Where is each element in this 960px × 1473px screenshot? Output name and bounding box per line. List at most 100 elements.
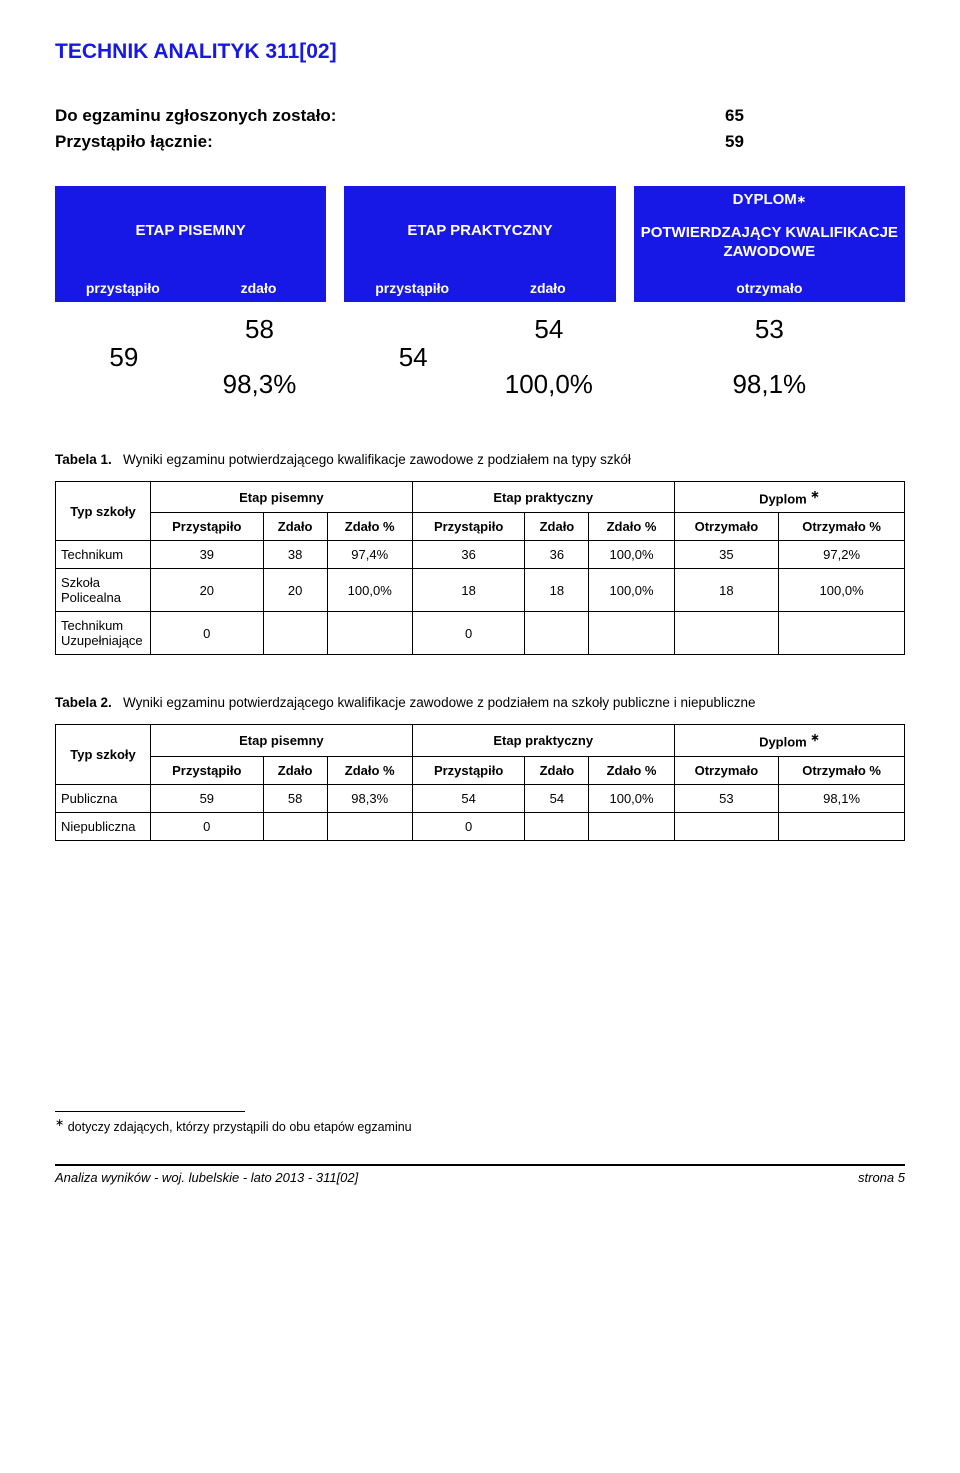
table2-r1c6 — [674, 812, 779, 840]
table1-r2c5 — [589, 612, 674, 655]
summary-sub-otrzymalo: otrzymało — [634, 274, 905, 302]
table2-sh-4: Zdało — [525, 756, 589, 784]
table2-th-typ: Typ szkoły — [56, 725, 151, 784]
table1-sh-3: Przystąpiło — [412, 513, 525, 541]
summary-col2-top: 54 — [482, 304, 616, 355]
table1-r1c1: 20 — [263, 569, 327, 612]
table2-r1c7 — [779, 812, 905, 840]
table-row: Technikum 39 38 97,4% 36 36 100,0% 35 97… — [56, 541, 905, 569]
table1-r2c3: 0 — [412, 612, 525, 655]
footer-right: strona 5 — [858, 1170, 905, 1185]
table-row: Publiczna 59 58 98,3% 54 54 100,0% 53 98… — [56, 784, 905, 812]
table2-r0c0: 59 — [151, 784, 264, 812]
table2-r0c7: 98,1% — [779, 784, 905, 812]
intro-value-1: 65 — [725, 106, 905, 126]
table1-r2-label: Technikum Uzupełniające — [56, 612, 151, 655]
table2-caption-text: Wyniki egzaminu potwierdzającego kwalifi… — [123, 695, 755, 710]
table1-r0c1: 38 — [263, 541, 327, 569]
table1-r1c5: 100,0% — [589, 569, 674, 612]
footnote-text: dotyczy zdających, którzy przystąpili do… — [68, 1120, 412, 1134]
table2-r0c6: 53 — [674, 784, 779, 812]
table1-sh-0: Przystąpiło — [151, 513, 264, 541]
table2-r1c4 — [525, 812, 589, 840]
intro-value-2: 59 — [725, 132, 905, 152]
summary-head-pisemny: ETAP PISEMNY — [55, 186, 326, 274]
table1-r0c2: 97,4% — [327, 541, 412, 569]
table1-r1c7: 100,0% — [779, 569, 905, 612]
footnote-rule — [55, 1111, 245, 1112]
table1-r1-label: Szkoła Policealna — [56, 569, 151, 612]
table1-r2c2 — [327, 612, 412, 655]
table2-r0-label: Publiczna — [56, 784, 151, 812]
table2-sh-1: Zdało — [263, 756, 327, 784]
table2-r1-label: Niepubliczna — [56, 812, 151, 840]
table1-r1c3: 18 — [412, 569, 525, 612]
summary-col1-bot: 98,3% — [193, 359, 327, 410]
table1-r0c4: 36 — [525, 541, 589, 569]
summary-dyplom-label: DYPLOM — [733, 191, 797, 208]
table2-sh-5: Zdało % — [589, 756, 674, 784]
table2-r1c1 — [263, 812, 327, 840]
table1-caption: Tabela 1. Wyniki egzaminu potwierdzające… — [55, 452, 905, 467]
table2-r0c3: 54 — [412, 784, 525, 812]
summary-block: ETAP PISEMNY przystąpiło zdało 59 58 98,… — [55, 186, 905, 412]
table2-sh-2: Zdało % — [327, 756, 412, 784]
table2-r1c0: 0 — [151, 812, 264, 840]
table2-caption: Tabela 2. Wyniki egzaminu potwierdzające… — [55, 695, 905, 710]
table2-r1c5 — [589, 812, 674, 840]
table2-sh-6: Otrzymało — [674, 756, 779, 784]
table-row: Technikum Uzupełniające 0 0 — [56, 612, 905, 655]
table1-r2c4 — [525, 612, 589, 655]
summary-col2-bot: 100,0% — [482, 359, 616, 410]
table2: Typ szkoły Etap pisemny Etap praktyczny … — [55, 724, 905, 840]
table1-r0c6: 35 — [674, 541, 779, 569]
table1-sh-5: Zdało % — [589, 513, 674, 541]
table1-r0c7: 97,2% — [779, 541, 905, 569]
footer-rule — [55, 1164, 905, 1166]
summary-col1-left: 59 — [55, 302, 193, 412]
summary-col3-bot: 98,1% — [634, 359, 905, 410]
footnote: ∗ dotyczy zdających, którzy przystąpili … — [55, 1116, 905, 1134]
table1-r0c3: 36 — [412, 541, 525, 569]
summary-head-praktyczny: ETAP PRAKTYCZNY — [344, 186, 615, 274]
table2-r0c5: 100,0% — [589, 784, 674, 812]
intro-label-1: Do egzaminu zgłoszonych zostało: — [55, 106, 336, 126]
table1-sh-6: Otrzymało — [674, 513, 779, 541]
table-row: Niepubliczna 0 0 — [56, 812, 905, 840]
table2-r1c2 — [327, 812, 412, 840]
table2-th-pisemny: Etap pisemny — [151, 725, 413, 756]
asterisk-icon: ∗ — [797, 193, 806, 206]
table2-caption-bold: Tabela 2. — [55, 695, 112, 710]
asterisk-icon: ∗ — [810, 732, 819, 744]
table1-sh-4: Zdało — [525, 513, 589, 541]
table1-sh-7: Otrzymało % — [779, 513, 905, 541]
table2-r0c1: 58 — [263, 784, 327, 812]
table1-r1c0: 20 — [151, 569, 264, 612]
table1-sh-1: Zdało — [263, 513, 327, 541]
table1-th-dyplom: Dyplom ∗ — [674, 482, 904, 513]
footer-left: Analiza wyników - woj. lubelskie - lato … — [55, 1170, 358, 1185]
intro-block: Do egzaminu zgłoszonych zostało: 65 Przy… — [55, 106, 905, 152]
table1-r1c4: 18 — [525, 569, 589, 612]
page-title: TECHNIK ANALITYK 311[02] — [55, 40, 905, 64]
table1-caption-bold: Tabela 1. — [55, 452, 112, 467]
summary-col3-top: 53 — [634, 304, 905, 355]
footer: Analiza wyników - woj. lubelskie - lato … — [55, 1170, 905, 1185]
table2-subhead-row: Przystąpiło Zdało Zdało % Przystąpiło Zd… — [56, 756, 905, 784]
table2-th-dyplom: Dyplom ∗ — [674, 725, 904, 756]
summary-sub-zdalo-2: zdało — [480, 274, 616, 302]
table1: Typ szkoły Etap pisemny Etap praktyczny … — [55, 481, 905, 655]
summary-sub-przystapilo-2: przystąpiło — [344, 274, 480, 302]
intro-label-2: Przystąpiło łącznie: — [55, 132, 213, 152]
table2-sh-0: Przystąpiło — [151, 756, 264, 784]
table1-caption-text: Wyniki egzaminu potwierdzającego kwalifi… — [123, 452, 631, 467]
asterisk-icon: ∗ — [55, 1117, 64, 1129]
table1-subhead-row: Przystąpiło Zdało Zdało % Przystąpiło Zd… — [56, 513, 905, 541]
table-row: Szkoła Policealna 20 20 100,0% 18 18 100… — [56, 569, 905, 612]
asterisk-icon: ∗ — [810, 489, 819, 501]
table1-r2c1 — [263, 612, 327, 655]
summary-head-dyplom-sub: POTWIERDZAJĄCY KWALIFIKACJE ZAWODOWE — [634, 212, 905, 274]
table1-r1c6: 18 — [674, 569, 779, 612]
table1-r2c6 — [674, 612, 779, 655]
table2-sh-3: Przystąpiło — [412, 756, 525, 784]
